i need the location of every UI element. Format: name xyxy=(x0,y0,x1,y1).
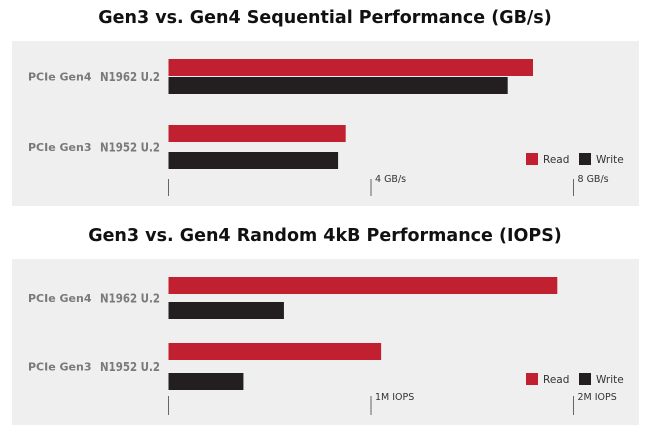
bar-write-2 xyxy=(168,373,244,390)
chart-panel-random: PCIe Gen4 N1962 U.2 PCIe Gen3 N1952 U.2 1M I… xyxy=(12,259,639,425)
category-label-gen: PCIe Gen4 xyxy=(28,71,92,84)
chart-panel-sequential: PCIe Gen4 N1962 U.2 PCIe Gen3 N1952 U.2 4 GB… xyxy=(12,41,639,206)
tick-label: 1M IOPS xyxy=(375,392,414,403)
random-chart: PCIe Gen4 N1962 U.2 PCIe Gen3 N1952 U.2 1M I… xyxy=(28,277,624,415)
category-label-model: N1962 U.2 xyxy=(100,290,160,305)
legend-label: Write xyxy=(596,154,624,166)
category-label-gen: PCIe Gen3 xyxy=(28,361,92,374)
tick-label: 2M IOPS xyxy=(578,392,617,403)
bar-read-2 xyxy=(168,125,346,142)
bar-read-1 xyxy=(168,59,533,76)
legend-swatch-read xyxy=(526,153,538,165)
legend-swatch-write xyxy=(579,373,591,385)
legend-label: Read xyxy=(543,154,569,166)
chart-title-sequential: Gen3 vs. Gen4 Sequential Performance (GB… xyxy=(98,8,552,28)
legend-swatch-read xyxy=(526,373,538,385)
legend-label: Write xyxy=(596,374,624,386)
category-label-model: N1952 U.2 xyxy=(100,139,160,154)
sequential-chart: PCIe Gen4 N1962 U.2 PCIe Gen3 N1952 U.2 4 GB… xyxy=(28,59,624,196)
bar-write-1 xyxy=(168,77,508,94)
bar-write-1 xyxy=(168,302,284,319)
bar-write-2 xyxy=(168,152,339,169)
tick-label: 8 GB/s xyxy=(578,174,609,185)
category-label-model: N1952 U.2 xyxy=(100,359,160,374)
legend-label: Read xyxy=(543,374,569,386)
category-label-gen: PCIe Gen4 xyxy=(28,292,92,305)
legend-swatch-write xyxy=(579,153,591,165)
bar-read-1 xyxy=(168,277,558,294)
chart-title-random: Gen3 vs. Gen4 Random 4kB Performance (IO… xyxy=(88,226,562,246)
tick-label: 4 GB/s xyxy=(375,174,406,185)
category-label-model: N1962 U.2 xyxy=(100,69,160,84)
bar-read-2 xyxy=(168,343,382,360)
category-label-gen: PCIe Gen3 xyxy=(28,141,92,154)
